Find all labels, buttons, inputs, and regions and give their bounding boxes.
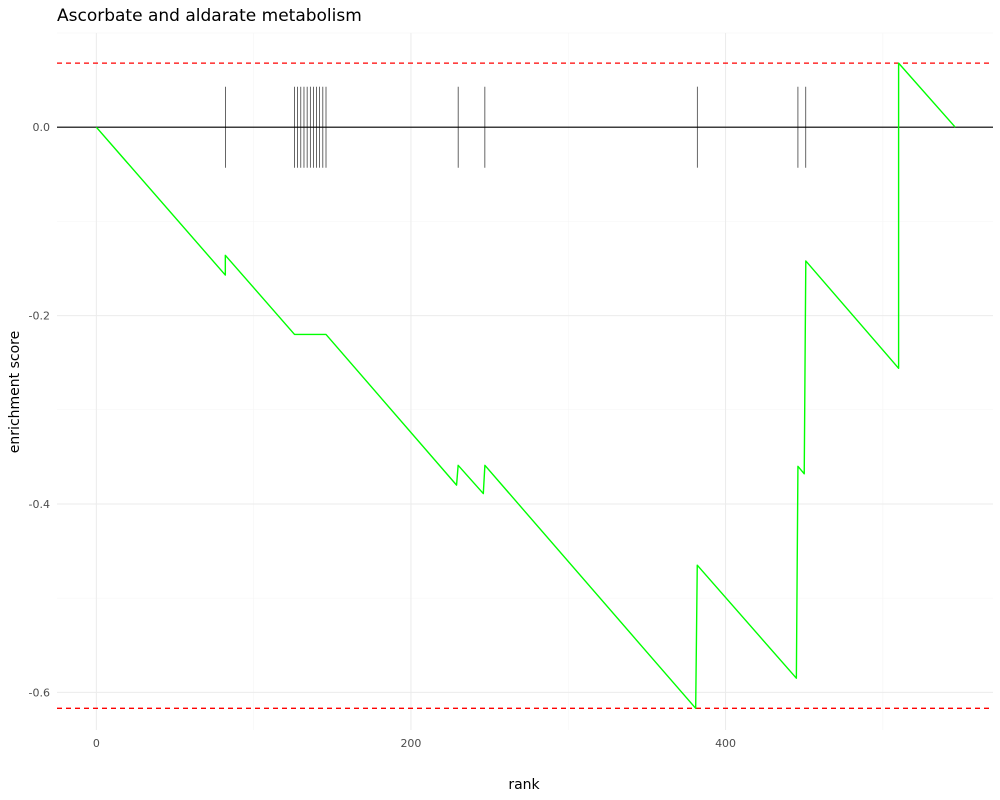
y-tick-label: -0.6 bbox=[29, 686, 50, 699]
x-axis-title: rank bbox=[508, 777, 540, 793]
x-tick-label: 0 bbox=[93, 737, 100, 750]
axes: 0 200 400 0.0 -0.2 -0.4 -0.6 bbox=[29, 121, 737, 750]
grid bbox=[57, 32, 993, 730]
y-tick-label: -0.2 bbox=[29, 310, 50, 323]
chart-title: Ascorbate and aldarate metabolism bbox=[57, 6, 362, 26]
enrichment-curve bbox=[95, 62, 956, 710]
x-tick-label: 200 bbox=[400, 737, 421, 750]
x-tick-label: 400 bbox=[715, 737, 736, 750]
y-tick-label: 0.0 bbox=[33, 121, 51, 134]
plot-area bbox=[57, 62, 993, 710]
y-tick-label: -0.4 bbox=[29, 498, 50, 511]
y-axis-title: enrichment score bbox=[7, 331, 23, 453]
